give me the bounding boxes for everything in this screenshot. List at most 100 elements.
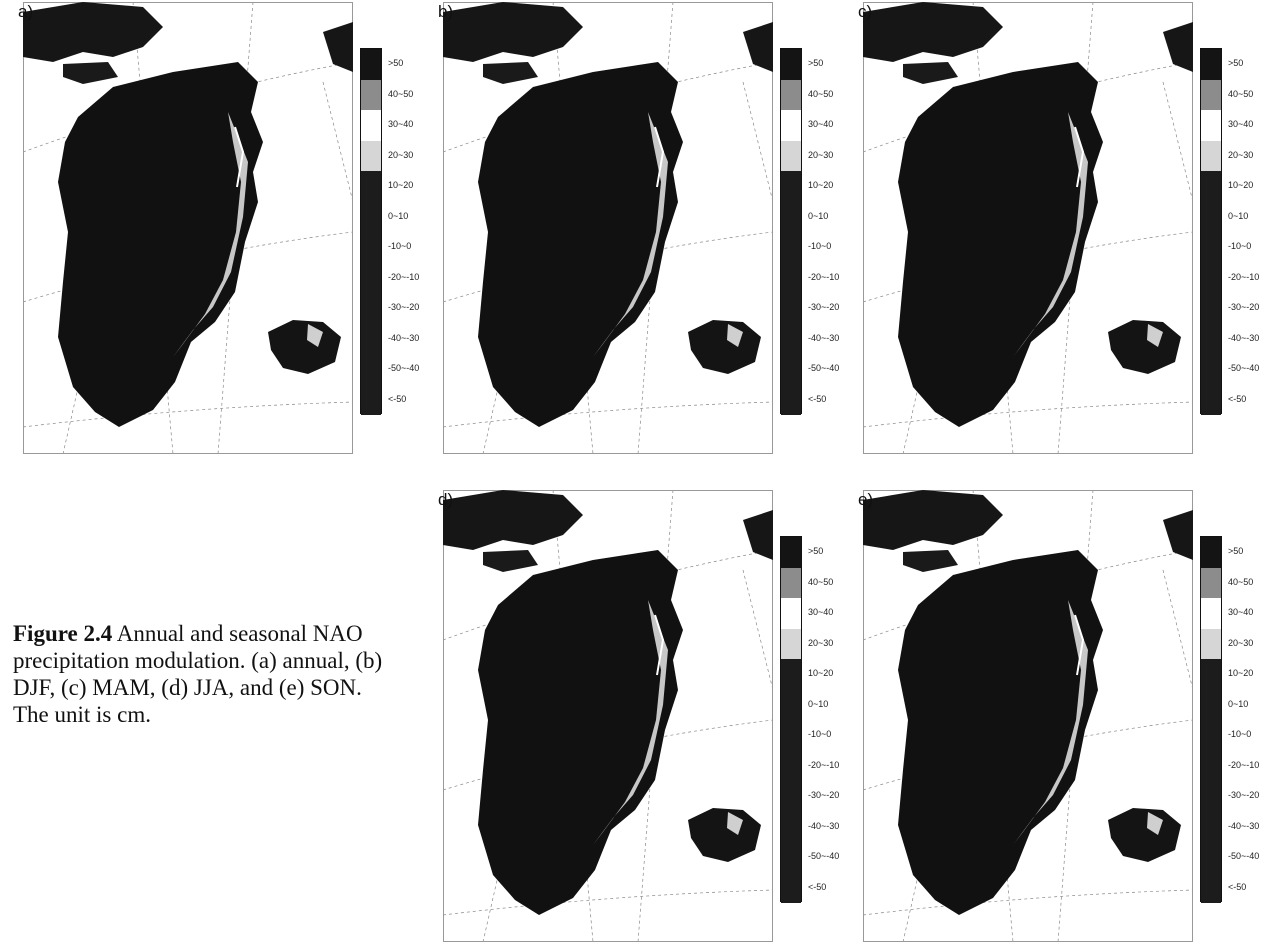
map-panel-3: d) >50 40~50 30~40 20~30 10~20 0~10 -10~0 -20~-… (438, 488, 840, 948)
panel-label: c) (858, 2, 873, 21)
colorbar-segment (361, 293, 381, 324)
colorbar-label: >50 (1228, 546, 1244, 557)
panel-label: b) (438, 2, 454, 21)
colorbar-label: -30~-20 (388, 302, 420, 313)
colorbar-segment (781, 598, 801, 629)
colorbar-label: -20~-10 (388, 271, 420, 282)
colorbar-segment (1201, 384, 1221, 415)
colorbar-label: <-50 (808, 393, 827, 404)
colorbar-label: 40~50 (808, 88, 834, 99)
colorbar-label: -40~-30 (1228, 820, 1260, 831)
colorbar-segment (1201, 262, 1221, 293)
colorbar-segment (781, 171, 801, 202)
map-panel-4: e) >50 40~50 30~40 20~30 10~20 0~10 -10~0 -20~-… (858, 488, 1260, 948)
colorbar-segment (781, 354, 801, 385)
colorbar-segment (781, 720, 801, 751)
colorbar-segment (1201, 140, 1221, 171)
colorbar-segment (361, 171, 381, 202)
map-frame (443, 2, 773, 454)
colorbar-label: -20~-10 (808, 271, 840, 282)
colorbar-label: 20~30 (808, 637, 834, 648)
colorbar-segment (1201, 689, 1221, 720)
colorbar-segment (1201, 110, 1221, 141)
colorbar-segment (781, 811, 801, 842)
colorbar-label: 20~30 (808, 149, 834, 160)
colorbar-label: -30~-20 (1228, 790, 1260, 801)
colorbar-segment (781, 842, 801, 873)
colorbar-segment (1201, 811, 1221, 842)
colorbar (1200, 48, 1222, 415)
colorbar-label: 10~20 (388, 180, 414, 191)
colorbar-label: 20~30 (388, 149, 414, 160)
colorbar-segment (361, 201, 381, 232)
colorbar-label: -10~0 (1228, 241, 1252, 252)
map-frame (863, 2, 1193, 454)
colorbar-label: -10~0 (1228, 729, 1252, 740)
colorbar-segment (781, 323, 801, 354)
colorbar-label: -40~-30 (388, 332, 420, 343)
map-panel-1: b) >50 40~50 30~40 20~30 10~20 0~10 -10~0 -20~-… (438, 0, 840, 460)
colorbar-label: >50 (808, 58, 824, 69)
colorbar-segment (1201, 232, 1221, 263)
colorbar-label: 30~40 (1228, 607, 1254, 618)
colorbar-label: -30~-20 (808, 302, 840, 313)
panel-label: d) (438, 490, 454, 509)
colorbar-segment (361, 140, 381, 171)
colorbar-label: 0~10 (388, 210, 409, 221)
colorbar-segment (781, 384, 801, 415)
colorbar-segment (1201, 171, 1221, 202)
colorbar-segment (361, 79, 381, 110)
colorbar-label: -40~-30 (808, 332, 840, 343)
colorbar-segment (361, 384, 381, 415)
colorbar-segment (781, 140, 801, 171)
colorbar-label: 10~20 (808, 180, 834, 191)
colorbar-segment (781, 659, 801, 690)
colorbar-label: >50 (808, 546, 824, 557)
colorbar-segment (781, 781, 801, 812)
colorbar-segment (1201, 49, 1221, 80)
colorbar-segment (1201, 567, 1221, 598)
colorbar-label: 0~10 (808, 210, 829, 221)
colorbar-label: -20~-10 (1228, 759, 1260, 770)
colorbar-label: -10~0 (388, 241, 412, 252)
colorbar-label: -50~-40 (388, 363, 420, 374)
colorbar-label: -50~-40 (808, 363, 840, 374)
colorbar-segment (781, 628, 801, 659)
colorbar-segment (781, 79, 801, 110)
colorbar-label: 0~10 (1228, 210, 1249, 221)
colorbar-label: 0~10 (808, 698, 829, 709)
colorbar-segment (1201, 720, 1221, 751)
colorbar-label: 30~40 (808, 607, 834, 618)
colorbar (1200, 536, 1222, 903)
colorbar-segment (361, 262, 381, 293)
greenland-map (863, 2, 1193, 454)
colorbar-segment (781, 872, 801, 903)
colorbar-label: -40~-30 (1228, 332, 1260, 343)
colorbar-label: -50~-40 (808, 851, 840, 862)
colorbar-segment (361, 49, 381, 80)
colorbar-segment (781, 537, 801, 568)
map-panel-0: a) >50 40~50 30~40 20~30 10~20 0~10 -10~0 -20~-… (18, 0, 420, 460)
colorbar (360, 48, 382, 415)
greenland-map (443, 2, 773, 454)
colorbar-segment (781, 689, 801, 720)
colorbar-segment (1201, 659, 1221, 690)
map-panel-2: c) >50 40~50 30~40 20~30 10~20 0~10 -10~0 -20~-… (858, 0, 1260, 460)
colorbar-label: 30~40 (1228, 119, 1254, 130)
colorbar-segment (361, 110, 381, 141)
colorbar-label: 30~40 (388, 119, 414, 130)
colorbar-segment (1201, 79, 1221, 110)
colorbar-segment (1201, 750, 1221, 781)
colorbar-segment (1201, 598, 1221, 629)
colorbar-label: -30~-20 (808, 790, 840, 801)
map-frame (443, 490, 773, 942)
colorbar-segment (781, 262, 801, 293)
colorbar-segment (781, 750, 801, 781)
colorbar-label: -20~-10 (808, 759, 840, 770)
panel-label: e) (858, 490, 874, 509)
colorbar-label: 40~50 (808, 576, 834, 587)
colorbar-label: >50 (1228, 58, 1244, 69)
colorbar-label: -10~0 (808, 729, 832, 740)
colorbar-label: -10~0 (808, 241, 832, 252)
colorbar-segment (781, 201, 801, 232)
